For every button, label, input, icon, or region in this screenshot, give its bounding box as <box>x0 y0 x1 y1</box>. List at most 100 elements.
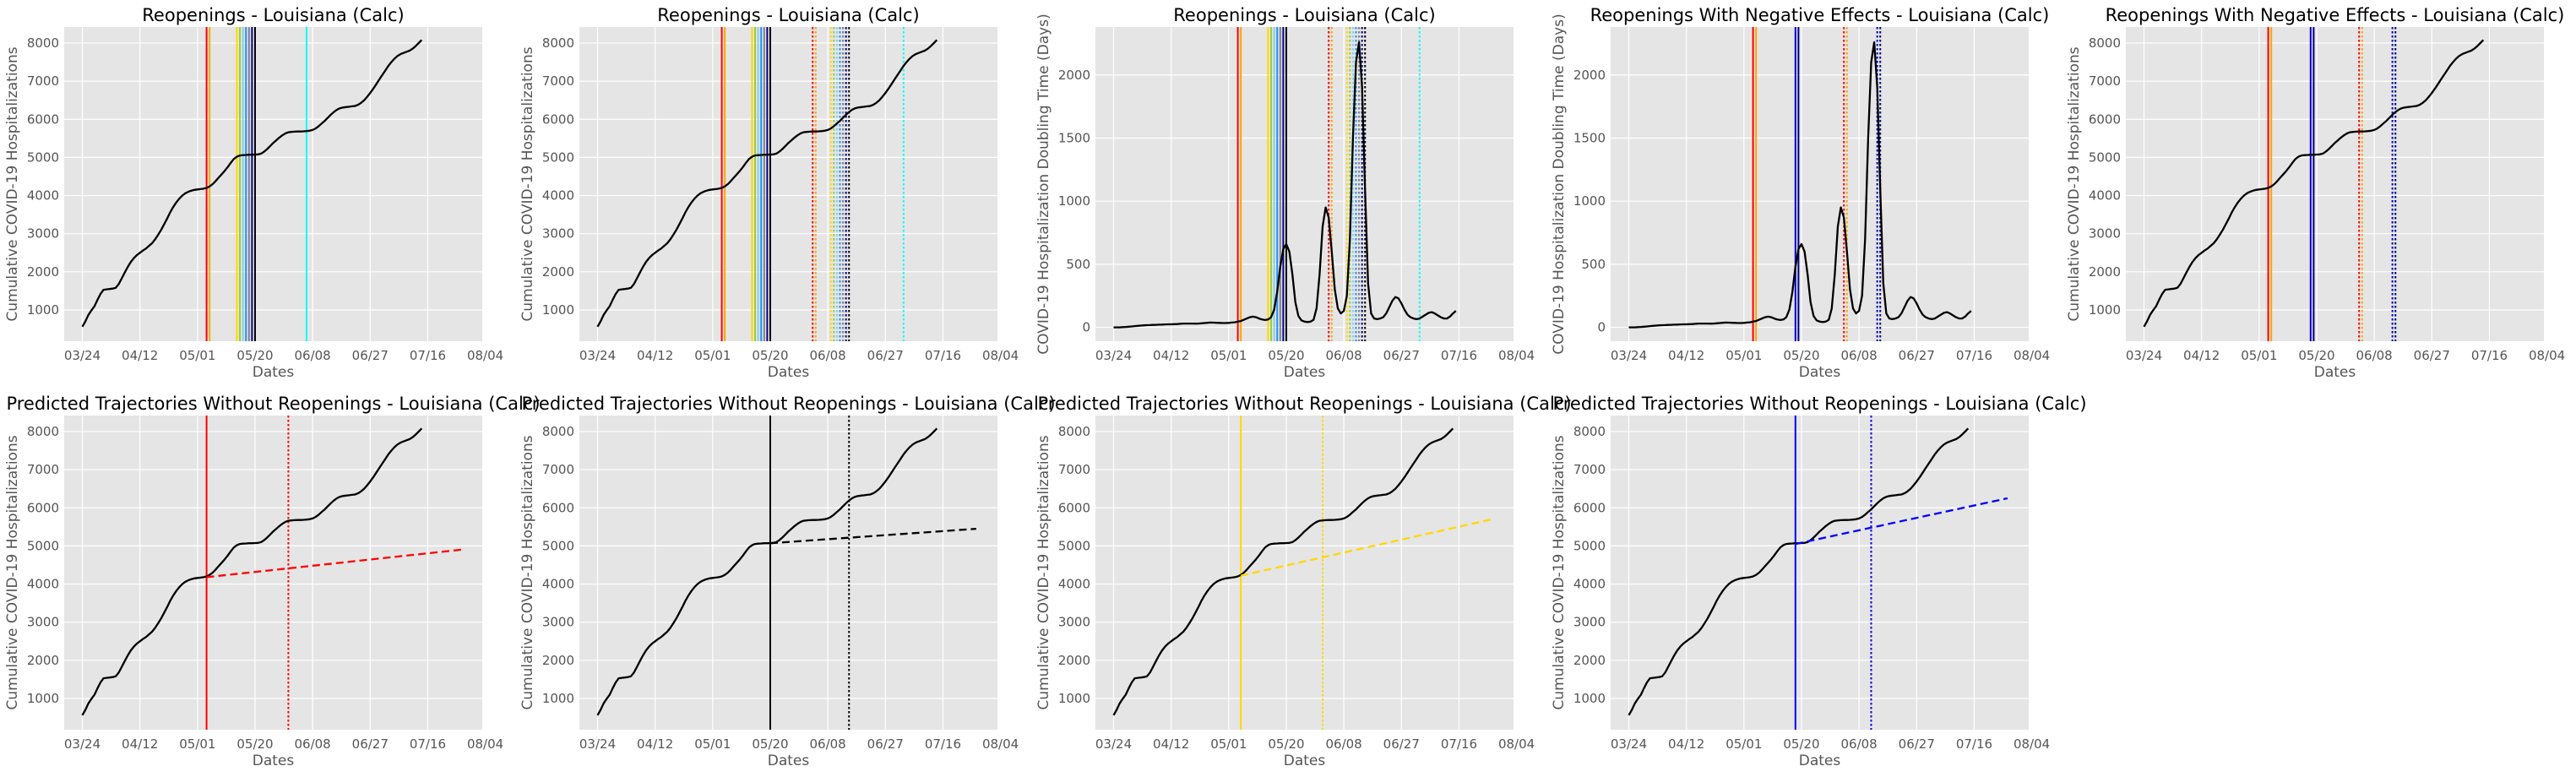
y-tick-label: 2000 <box>542 653 574 668</box>
y-tick-label: 3000 <box>27 615 59 630</box>
y-tick-label: 7000 <box>1573 462 1606 477</box>
x-axis-label: Dates <box>1284 753 1326 769</box>
x-tick-label: 07/16 <box>1956 348 1992 363</box>
x-tick-label: 05/01 <box>694 736 731 752</box>
y-tick-label: 8000 <box>2089 35 2121 51</box>
y-tick-label: 1000 <box>542 302 574 318</box>
plot-area <box>579 27 997 341</box>
x-tick-label: 08/04 <box>1498 348 1535 363</box>
chart-title: Reopenings - Louisiana (Calc) <box>657 5 919 25</box>
y-tick-label: 1000 <box>2089 302 2121 318</box>
x-tick-label: 06/27 <box>2414 348 2450 363</box>
y-tick-label: 6000 <box>542 500 574 515</box>
x-tick-label: 06/27 <box>1899 736 1935 752</box>
x-tick-label: 06/08 <box>1326 348 1362 363</box>
y-tick-label: 5000 <box>27 538 59 553</box>
y-axis-label: Cumulative COVID-19 Hospitalizations <box>4 435 21 709</box>
y-tick-label: 4000 <box>542 577 574 592</box>
x-tick-label: 03/24 <box>1611 348 1647 363</box>
y-tick-label: 7000 <box>542 462 574 477</box>
x-tick-label: 07/16 <box>2471 348 2508 363</box>
plot-area <box>64 416 482 730</box>
y-tick-label: 8000 <box>27 35 59 51</box>
y-tick-label: 2000 <box>542 264 574 280</box>
y-tick-label: 4000 <box>542 188 574 204</box>
x-tick-label: 04/12 <box>1153 348 1189 363</box>
y-tick-label: 6000 <box>27 111 59 127</box>
x-tick-label: 06/08 <box>295 736 331 752</box>
x-tick-label: 08/04 <box>467 348 503 363</box>
y-axis-label: Cumulative COVID-19 Hospitalizations <box>1035 435 1052 709</box>
plot-area <box>2126 27 2544 341</box>
y-tick-label: 5000 <box>2089 149 2121 165</box>
x-tick-label: 06/27 <box>352 348 389 363</box>
plot-area <box>64 27 482 341</box>
x-tick-label: 05/01 <box>179 348 215 363</box>
chart-title: Reopenings With Negative Effects - Louis… <box>2106 5 2565 25</box>
y-axis-label: Cumulative COVID-19 Hospitalizations <box>519 46 536 321</box>
x-tick-label: 03/24 <box>579 348 616 363</box>
x-tick-label: 06/27 <box>867 348 904 363</box>
y-tick-label: 7000 <box>27 73 59 89</box>
x-tick-label: 05/01 <box>1210 348 1247 363</box>
x-tick-label: 04/12 <box>122 736 158 752</box>
y-tick-label: 5000 <box>27 149 59 165</box>
y-tick-label: 5000 <box>542 149 574 165</box>
x-tick-label: 04/12 <box>637 348 673 363</box>
x-tick-label: 04/12 <box>1668 736 1704 752</box>
projection-line <box>769 527 976 545</box>
y-tick-label: 6000 <box>2089 111 2121 127</box>
x-tick-label: 06/08 <box>810 736 846 752</box>
x-tick-label: 05/20 <box>1268 736 1304 752</box>
x-tick-label: 05/20 <box>752 736 788 752</box>
y-tick-label: 8000 <box>1573 424 1606 439</box>
x-tick-label: 08/04 <box>2529 348 2565 363</box>
y-tick-label: 7000 <box>1058 462 1090 477</box>
y-axis-label: Cumulative COVID-19 Hospitalizations <box>1551 435 1568 709</box>
y-tick-label: 3000 <box>542 226 574 242</box>
y-tick-label: 4000 <box>2089 188 2121 204</box>
x-tick-label: 05/20 <box>2298 348 2334 363</box>
projection-line <box>1240 518 1493 577</box>
x-tick-label: 03/24 <box>579 736 616 752</box>
y-tick-label: 2000 <box>27 653 59 668</box>
x-tick-label: 06/27 <box>1383 736 1420 752</box>
x-tick-label: 03/24 <box>1095 736 1132 752</box>
x-tick-label: 05/20 <box>1268 348 1304 363</box>
chart-panel-5: 03/24 04/12 05/01 05/20 06/08 06/27 07/16 08/04… <box>2066 5 2565 381</box>
y-tick-label: 3000 <box>542 615 574 630</box>
x-tick-label: 07/16 <box>1956 736 1992 752</box>
x-tick-label: 06/08 <box>1326 736 1362 752</box>
x-tick-label: 06/27 <box>867 736 904 752</box>
y-tick-label: 7000 <box>27 462 59 477</box>
x-tick-label: 04/12 <box>122 348 158 363</box>
x-tick-label: 08/04 <box>2014 348 2050 363</box>
x-tick-label: 05/01 <box>1210 736 1247 752</box>
chart-panel-8: 03/24 04/12 05/01 05/20 06/08 06/27 07/16 08/04… <box>1035 394 1572 769</box>
y-tick-label: 4000 <box>27 577 59 592</box>
plot-area <box>1095 416 1514 730</box>
x-tick-label: 03/24 <box>2126 348 2162 363</box>
chart-panel-7: 03/24 04/12 05/01 05/20 06/08 06/27 07/16 08/04… <box>519 394 1056 769</box>
x-tick-label: 07/16 <box>410 736 446 752</box>
y-tick-label: 1000 <box>1573 193 1606 209</box>
y-tick-label: 4000 <box>1573 577 1606 592</box>
y-tick-label: 4000 <box>1058 577 1090 592</box>
x-tick-label: 05/01 <box>2241 348 2277 363</box>
chart-title: Reopenings - Louisiana (Calc) <box>1173 5 1435 25</box>
y-tick-label: 1000 <box>27 691 59 706</box>
y-axis-label: COVID-19 Hospitalization Doubling Time (… <box>1035 14 1052 354</box>
chart-panel-9: 03/24 04/12 05/01 05/20 06/08 06/27 07/16 08/04… <box>1551 394 2087 769</box>
x-tick-label: 07/16 <box>925 736 961 752</box>
projection-line <box>1795 497 2008 546</box>
x-axis-label: Dates <box>2314 364 2356 381</box>
x-tick-label: 06/08 <box>2356 348 2393 363</box>
y-tick-label: 3000 <box>27 226 59 242</box>
y-axis-label: Cumulative COVID-19 Hospitalizations <box>2066 46 2083 321</box>
x-axis-label: Dates <box>253 364 295 381</box>
x-tick-label: 03/24 <box>1095 348 1132 363</box>
x-tick-label: 08/04 <box>982 348 1019 363</box>
y-tick-label: 1000 <box>27 302 59 318</box>
x-tick-label: 03/24 <box>64 736 101 752</box>
x-tick-label: 06/08 <box>1841 736 1878 752</box>
